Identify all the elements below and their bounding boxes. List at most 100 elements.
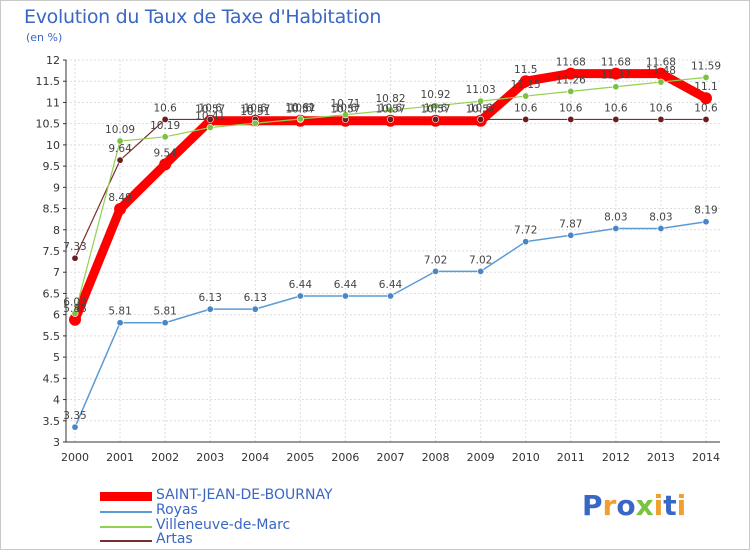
data-point-villeneuve [657,78,665,86]
data-label-saint_jean: 11.68 [646,57,676,69]
data-point-royas [296,292,304,300]
y-tick-label: 12 [46,54,60,67]
data-point-villeneuve [567,87,575,95]
data-label-royas: 6.13 [244,292,267,304]
y-tick-label: 4 [53,394,60,407]
y-tick-label: 8 [53,224,60,237]
data-point-royas [567,231,575,239]
data-point-villeneuve [702,73,710,81]
logo-letter: i [653,489,664,522]
y-tick-label: 3.5 [43,415,61,428]
data-point-royas [612,225,620,233]
data-point-artas [657,115,665,123]
x-tick-label: 2004 [241,451,269,464]
data-label-artas: 10.6 [514,102,538,114]
data-point-artas [522,115,530,123]
chart-subtitle: (en %) [26,31,63,44]
data-label-artas: 10.6 [379,102,403,114]
proxiti-logo: Proxiti [582,489,686,522]
data-label-artas: 10.6 [289,102,313,114]
data-label-villeneuve: 10.71 [330,98,360,110]
data-label-royas: 7.02 [469,254,492,266]
y-tick-label: 9.5 [43,160,61,173]
data-label-villeneuve: 11.26 [556,74,586,86]
data-label-villeneuve: 10.41 [195,110,225,122]
logo-letter: o [616,489,636,522]
y-tick-label: 5.5 [43,330,61,343]
data-label-saint_jean: 8.49 [108,192,131,204]
data-point-villeneuve [206,123,214,131]
data-label-saint_jean: 10.57 [421,104,451,116]
y-tick-label: 10 [46,139,60,152]
data-point-artas [612,115,620,123]
y-tick-label: 7.5 [43,245,61,258]
data-point-royas [71,423,79,431]
y-tick-label: 8.5 [43,203,61,216]
data-point-saint_jean [519,75,532,88]
data-point-artas [386,115,394,123]
x-tick-label: 2001 [106,451,134,464]
data-label-villeneuve: 10.09 [105,124,135,136]
x-tick-label: 2011 [557,451,585,464]
data-point-royas [251,305,259,313]
y-tick-label: 3 [53,436,60,449]
data-label-saint_jean: 10.57 [375,104,405,116]
data-label-royas: 6.44 [379,279,403,291]
data-label-saint_jean: 9.54 [153,147,177,159]
data-point-artas [116,156,124,164]
data-point-royas [432,267,440,275]
data-point-saint_jean [69,313,81,326]
data-label-artas: 10.6 [694,102,718,114]
data-label-royas: 5.81 [108,306,131,318]
data-point-royas [341,292,349,300]
data-point-villeneuve [116,137,124,145]
data-label-villeneuve: 10.51 [240,106,270,118]
x-tick-label: 2003 [196,451,224,464]
x-tick-label: 2007 [377,451,405,464]
data-label-artas: 10.6 [559,102,583,114]
logo-letter: i [676,489,687,522]
data-label-royas: 7.87 [559,218,582,230]
y-tick-label: 11.5 [36,75,61,88]
data-point-royas [116,319,124,327]
y-tick-label: 9 [53,181,60,194]
data-point-saint_jean [114,202,127,215]
data-point-royas [702,218,710,226]
data-label-royas: 7.72 [514,225,537,237]
data-point-villeneuve [477,97,485,105]
data-point-artas [161,115,169,123]
data-point-villeneuve [522,92,530,100]
data-point-saint_jean [159,158,172,171]
x-tick-label: 2008 [422,451,450,464]
data-label-villeneuve: 10.92 [421,89,451,101]
data-label-villeneuve: 10.82 [375,93,405,105]
x-tick-label: 2009 [467,451,495,464]
data-point-royas [161,319,169,327]
data-point-royas [386,292,394,300]
data-point-royas [522,238,530,246]
data-label-artas: 10.6 [424,102,448,114]
data-point-artas [702,115,710,123]
data-label-royas: 7.02 [424,254,447,266]
data-label-saint_jean: 10.57 [330,104,360,116]
data-label-saint_jean: 10.57 [240,104,270,116]
chart-title: Evolution du Taux de Taxe d'Habitation [24,6,382,28]
data-label-saint_jean: 10.57 [195,104,225,116]
logo-letter: r [602,489,617,522]
data-label-artas: 10.6 [153,102,177,114]
data-label-villeneuve: 11.03 [466,84,496,96]
x-tick-label: 2005 [286,451,314,464]
data-label-villeneuve: 11.48 [646,65,676,77]
data-point-artas [567,115,575,123]
x-tick-label: 2013 [647,451,675,464]
data-label-saint_jean: 11.5 [514,64,537,76]
data-label-artas: 7.33 [63,241,86,253]
data-point-saint_jean [609,67,622,80]
data-label-royas: 6.44 [334,279,358,291]
data-point-royas [657,225,665,233]
data-label-saint_jean: 11.1 [694,81,717,93]
data-label-royas: 8.19 [694,205,717,217]
data-point-saint_jean [700,92,712,105]
data-label-villeneuve: 10.61 [285,102,315,114]
data-point-villeneuve [386,106,394,114]
